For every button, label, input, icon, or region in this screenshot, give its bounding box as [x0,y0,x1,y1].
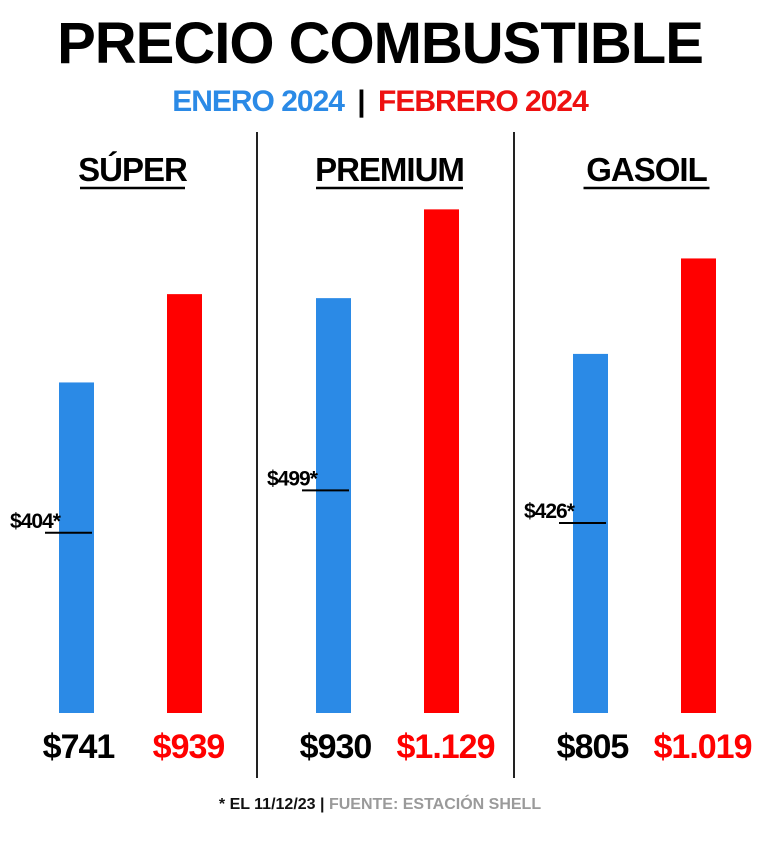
subtitle-separator: | [357,85,365,118]
reference-label: $426* [524,500,576,523]
footer-note: * EL 11/12/23 [218,796,316,813]
value-label-january: $741 [43,728,115,766]
subtitle-february: FEBRERO 2024 [378,85,589,118]
bar-january [59,382,94,713]
chart-subtitle: ENERO 2024 | FEBRERO 2024 [0,82,760,122]
reference-label: $404* [10,510,62,533]
reference-label: $499* [267,467,319,490]
category-label: PREMIUM [315,151,464,188]
value-label-february: $1.129 [397,728,495,766]
chart-title: PRECIO COMBUSTIBLE [57,11,704,76]
bar-january [573,353,608,713]
bar-february [167,294,202,713]
subtitle-january: ENERO 2024 [172,85,345,118]
value-label-february: $1.019 [654,728,752,766]
value-label-january: $930 [300,728,372,766]
value-label-february: $939 [153,728,225,766]
bar-february [681,258,716,713]
footer-source: FUENTE: ESTACIÓN SHELL [328,796,542,813]
category-label: GASOIL [586,151,707,188]
chart-footer: * EL 11/12/23 | FUENTE: ESTACIÓN SHELL [0,796,760,814]
bar-february [424,209,459,713]
footer-separator: | [320,796,325,813]
category-label: SÚPER [78,151,188,188]
bar-january [316,298,351,713]
value-label-january: $805 [557,728,629,766]
